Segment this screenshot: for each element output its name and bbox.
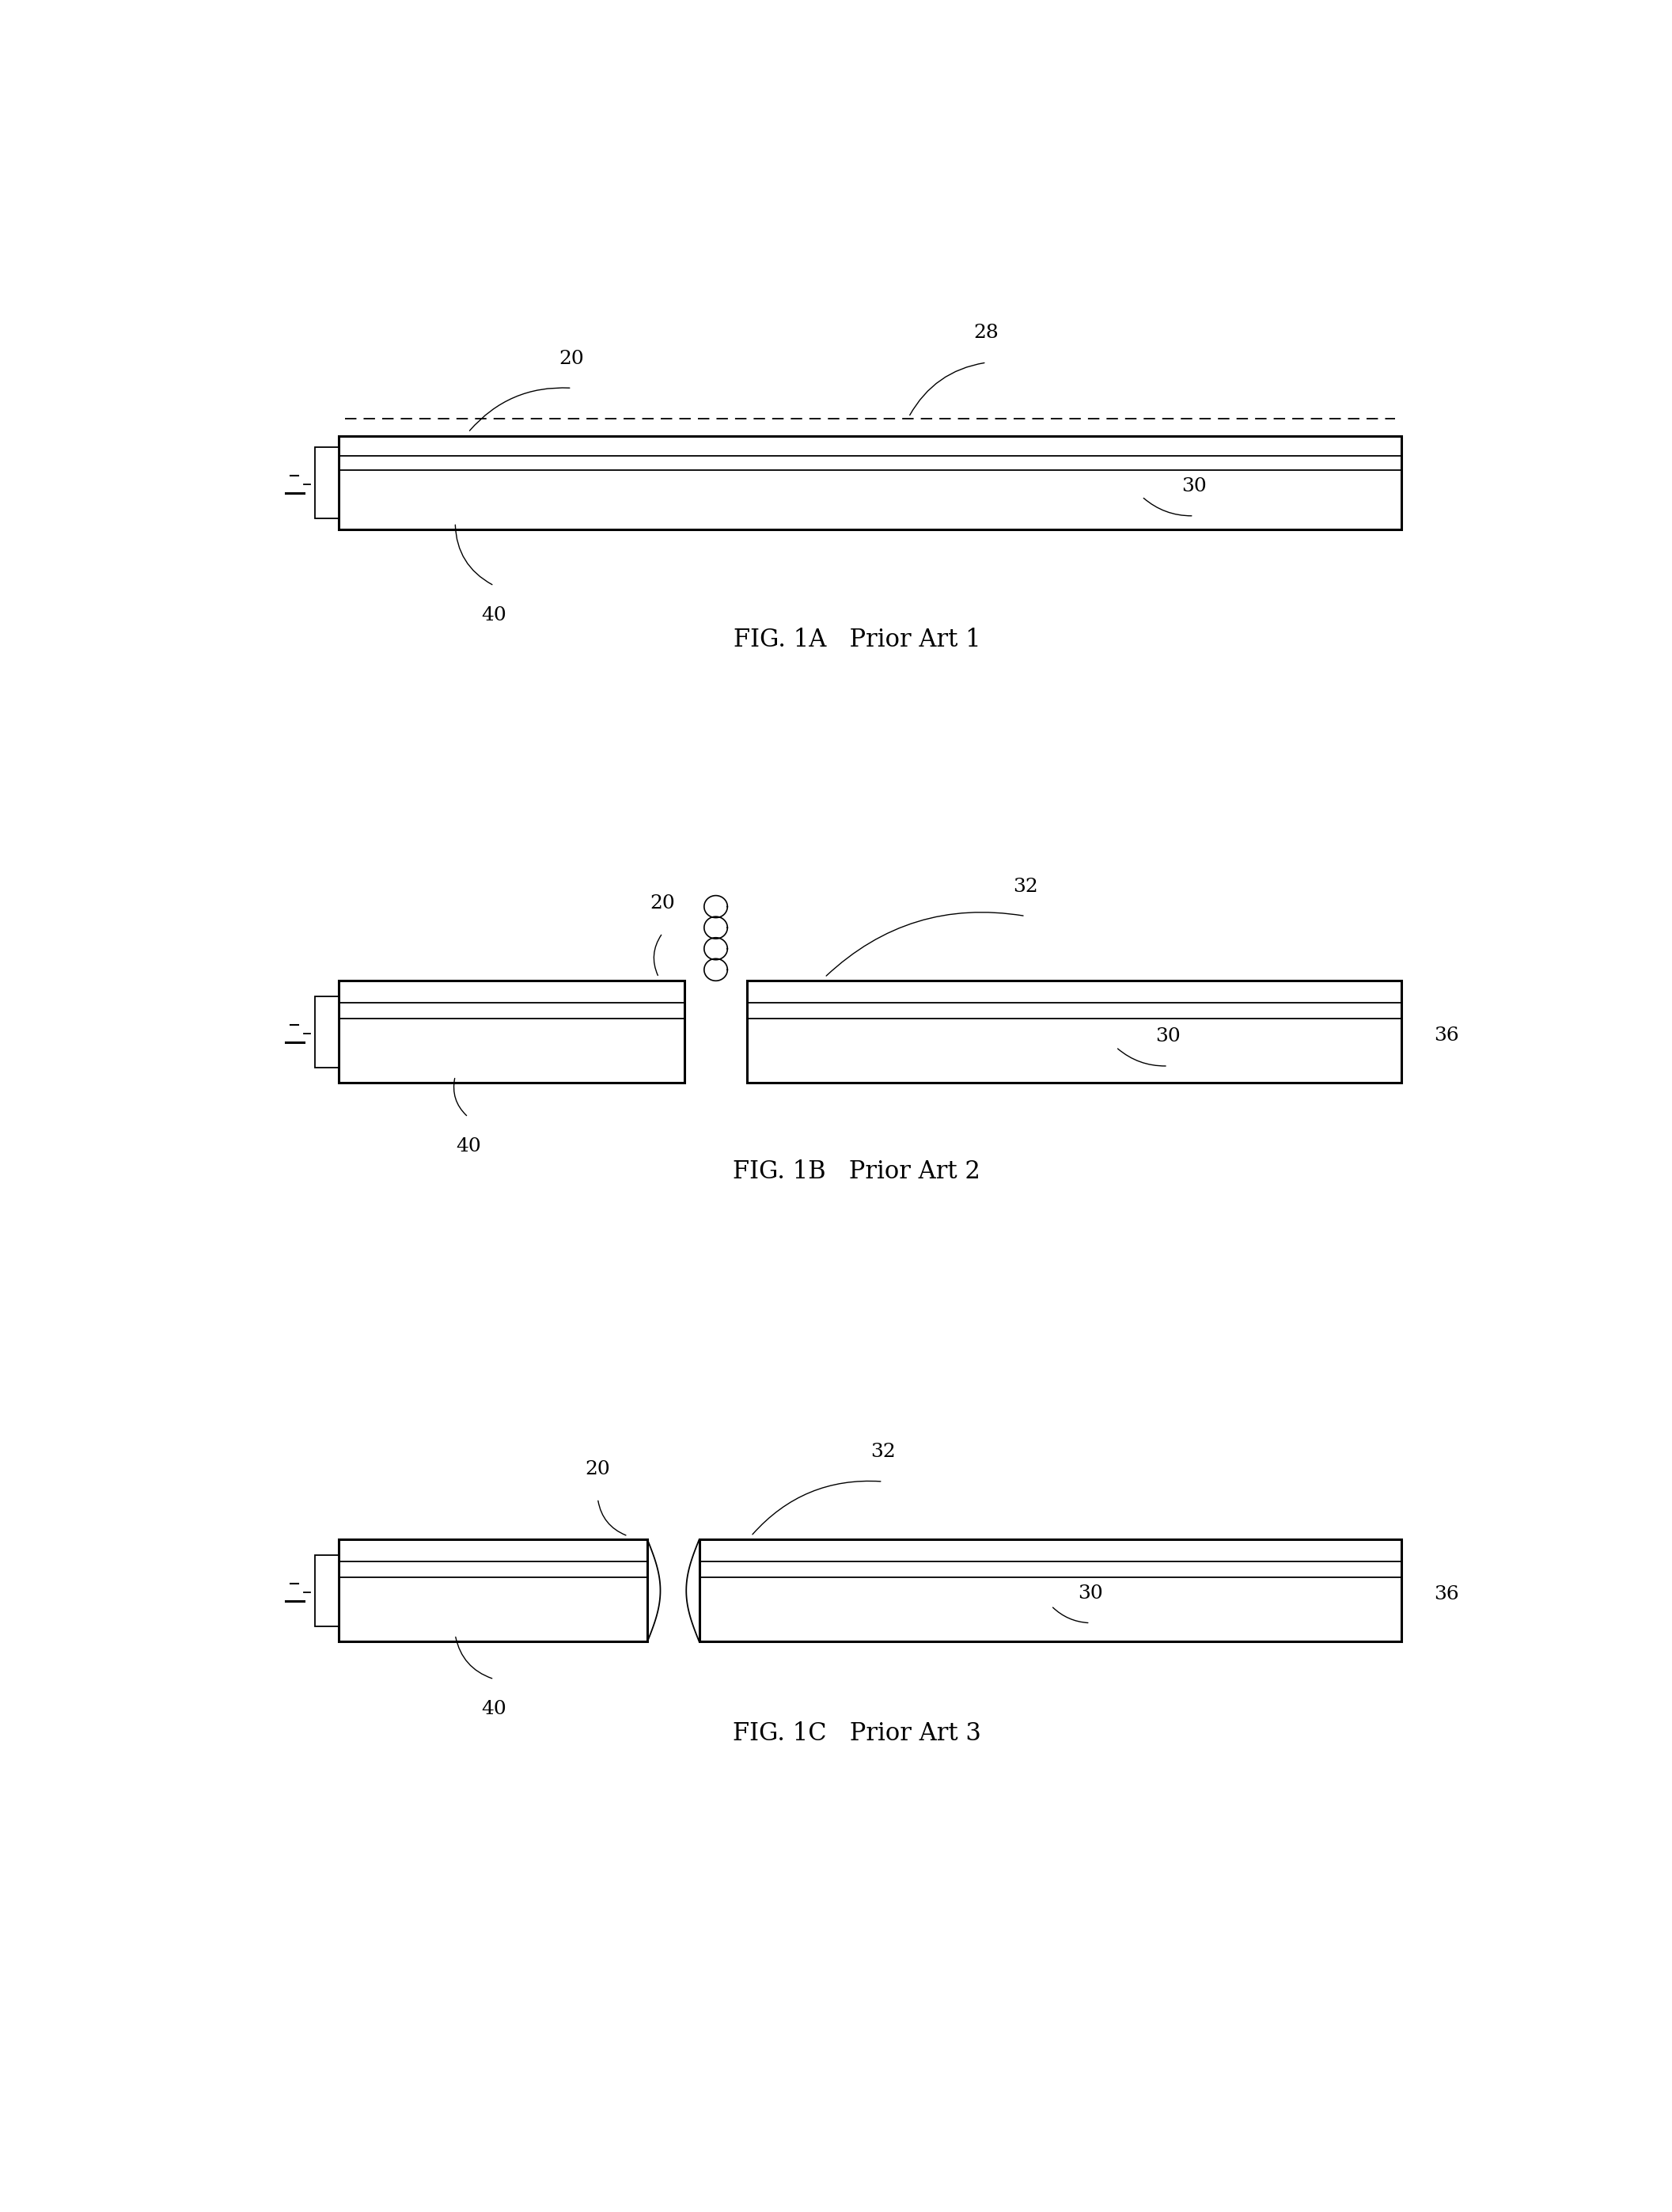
Bar bbox=[338, 436, 1401, 529]
Text: 30: 30 bbox=[1180, 478, 1207, 495]
Text: 32: 32 bbox=[869, 1442, 896, 1462]
Bar bbox=[338, 1540, 647, 1641]
Text: 40: 40 bbox=[482, 1699, 507, 1719]
Bar bbox=[747, 980, 1401, 1084]
Bar bbox=[316, 995, 338, 1068]
Text: 20: 20 bbox=[585, 1460, 610, 1478]
Text: FIG. 1A   Prior Art 1: FIG. 1A Prior Art 1 bbox=[734, 628, 980, 653]
Text: 20: 20 bbox=[650, 894, 675, 914]
Bar bbox=[699, 1540, 1401, 1641]
Text: 40: 40 bbox=[455, 1137, 482, 1155]
Text: FIG. 1C   Prior Art 3: FIG. 1C Prior Art 3 bbox=[732, 1721, 981, 1745]
Text: 20: 20 bbox=[558, 349, 585, 367]
Bar bbox=[316, 447, 338, 518]
Text: 36: 36 bbox=[1433, 1584, 1458, 1604]
Bar bbox=[338, 980, 686, 1084]
Text: 32: 32 bbox=[1013, 878, 1038, 896]
Text: 36: 36 bbox=[1433, 1026, 1458, 1044]
Text: 30: 30 bbox=[1155, 1026, 1180, 1046]
Text: 28: 28 bbox=[973, 323, 1000, 343]
Text: 40: 40 bbox=[482, 606, 507, 624]
Text: FIG. 1B   Prior Art 2: FIG. 1B Prior Art 2 bbox=[732, 1159, 981, 1183]
Text: 30: 30 bbox=[1077, 1584, 1104, 1601]
Bar bbox=[316, 1555, 338, 1626]
